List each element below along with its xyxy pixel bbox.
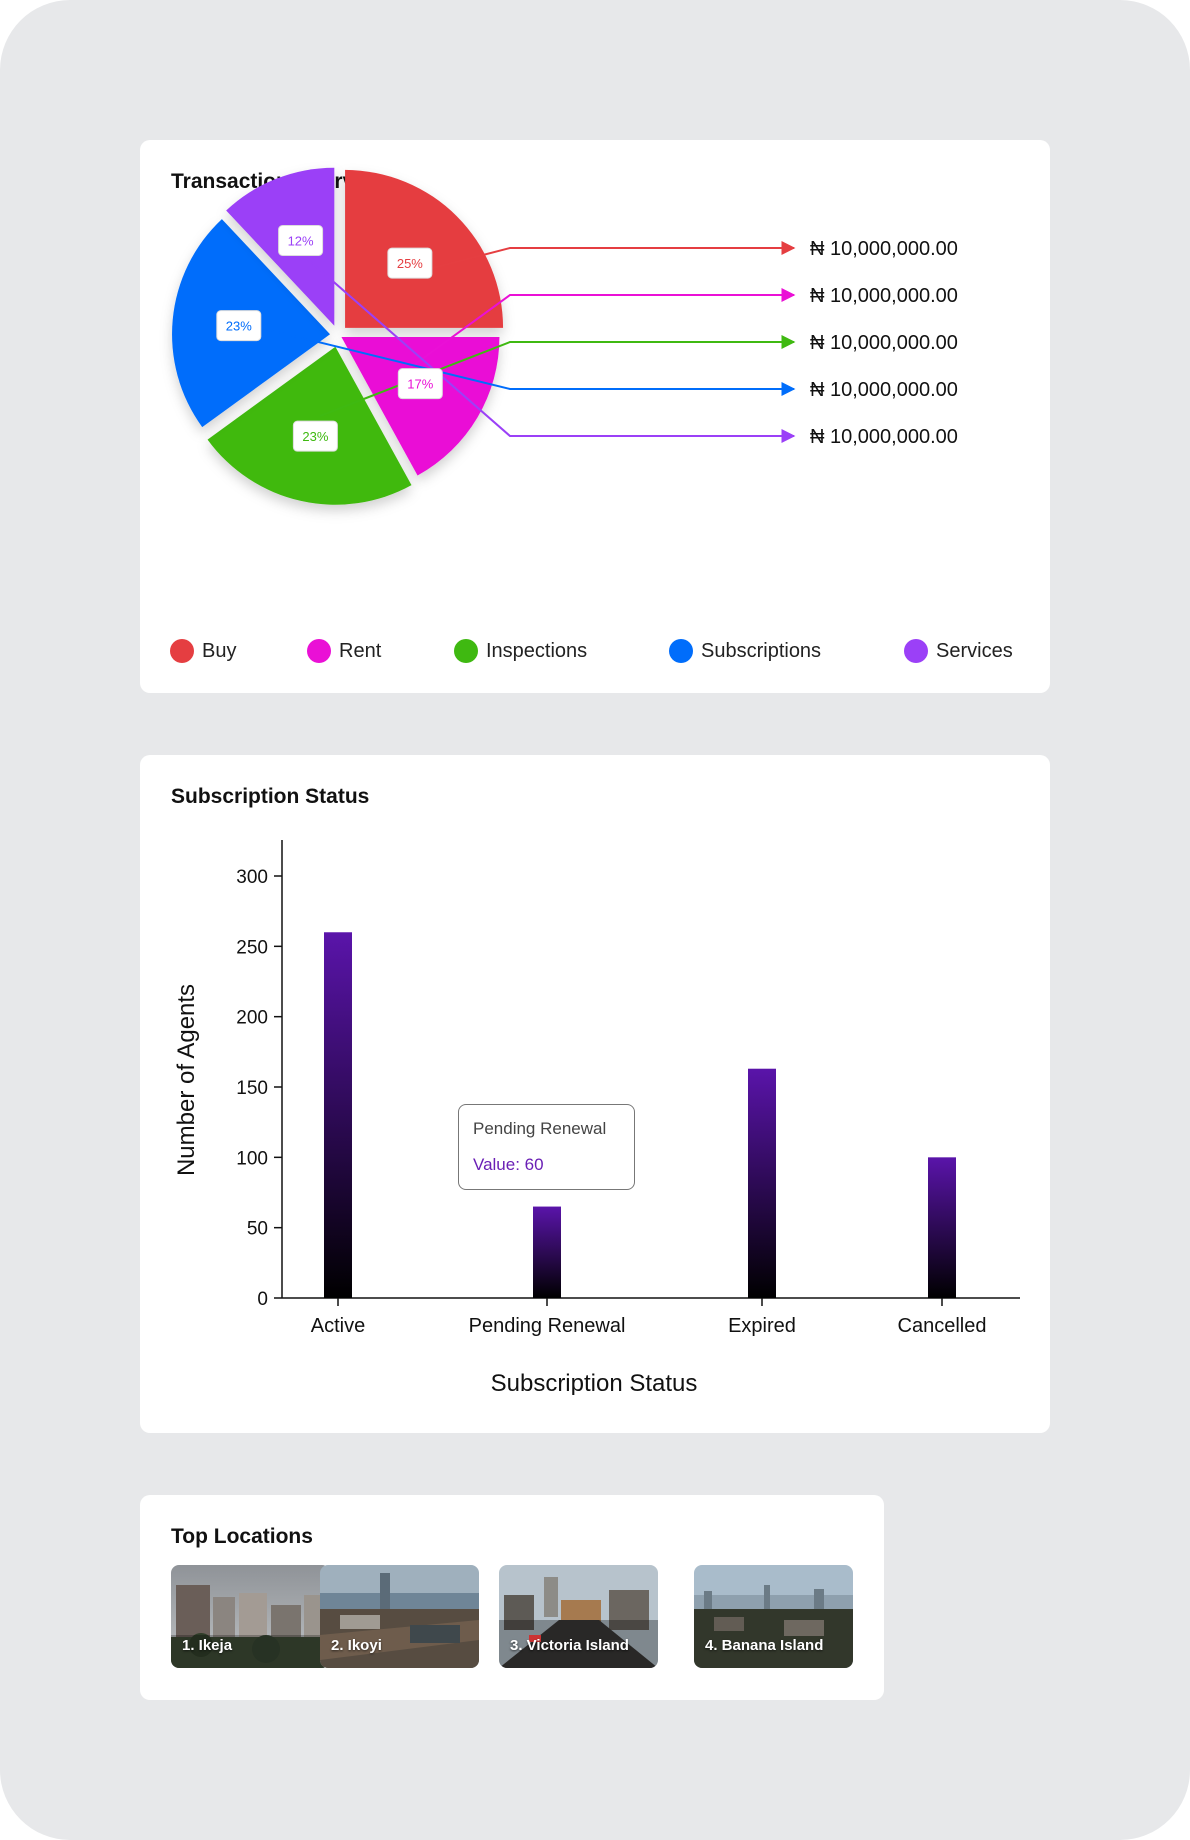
y-tick-label: 0 [257,1289,268,1310]
legend-label: Rent [339,639,382,662]
location-card-banana-island[interactable]: 4. Banana Island [694,1565,853,1668]
y-tick-label: 50 [247,1219,268,1240]
legend-item-buy[interactable]: Buy [170,636,236,666]
location-label: 1. Ikeja [182,1637,233,1654]
location-photo [171,1565,330,1668]
y-tick-label: 150 [236,1078,268,1099]
bar-expired[interactable] [748,1068,776,1298]
legend-item-inspections[interactable]: Inspections [454,636,587,666]
location-label: 3. Victoria Island [510,1637,629,1654]
location-photo [499,1565,658,1668]
svg-text:12%: 12% [288,233,314,248]
y-tick-label: 100 [236,1148,268,1169]
bar-active[interactable] [324,932,352,1298]
x-tick-label: Pending Renewal [469,1315,626,1337]
pie-leader-arrow [402,288,796,375]
svg-text:23%: 23% [226,319,252,334]
location-label: 4. Banana Island [705,1637,824,1654]
pie-leader-arrow [319,335,796,418]
legend-swatch [904,639,928,663]
x-axis-title: Subscription Status [491,1370,698,1395]
legend-swatch [307,639,331,663]
transaction-overview-card: Transaction Overview 25% 17% 23% 23% 12% ₦ 1… [140,140,1050,693]
bar-chart: 0 50 100 150 200 250 300 Active Pending Renewal E… [173,840,1020,1395]
pie-amount-label: ₦ 10,000,000.00 [810,379,958,401]
svg-text:23%: 23% [302,429,328,444]
pie-leader-arrow [307,258,796,443]
legend-label: Inspections [486,639,588,662]
location-card-ikoyi[interactable]: 2. Ikoyi [320,1565,479,1668]
pie-amount-label: ₦ 10,000,000.00 [810,332,958,354]
chart-tooltip: Pending Renewal Value: 60 [458,1104,635,1190]
svg-text:17%: 17% [407,377,433,392]
pie-leader-arrow [395,241,796,279]
tooltip-value: Value: 60 [473,1155,544,1174]
location-card-victoria-island[interactable]: 3. Victoria Island [499,1565,658,1668]
svg-text:25%: 25% [397,256,423,271]
x-tick-label: Active [311,1315,365,1337]
y-tick-label: 200 [236,1008,268,1029]
pie-amount-label: ₦ 10,000,000.00 [810,238,958,260]
location-photo [320,1565,479,1668]
legend-item-subscriptions[interactable]: Subscriptions [669,636,821,666]
y-tick-label: 300 [236,867,268,888]
subscription-status-card: Subscription Status 0 50 100 150 200 250 300 Ac… [140,755,1050,1433]
pie-amount-label: ₦ 10,000,000.00 [810,285,958,307]
legend-label: Buy [202,639,237,662]
bar-pending-renewal[interactable] [533,1206,561,1298]
top-locations-title: Top Locations [171,1525,313,1548]
bar-cancelled[interactable] [928,1157,956,1298]
pie-slice-label: 25% [387,247,433,279]
location-label: 2. Ikoyi [331,1637,382,1654]
x-tick-label: Expired [728,1315,796,1337]
location-card-ikeja[interactable]: 1. Ikeja [171,1565,330,1668]
legend-label: Services [936,639,1013,662]
subscription-status-title: Subscription Status [171,785,370,808]
pie-slice-label: 23% [292,420,338,452]
pie-leader-arrow [259,326,796,396]
legend-item-services[interactable]: Services [904,636,1013,666]
legend-item-rent[interactable]: Rent [307,636,381,666]
top-locations-card: Top Locations 1. Ikeja [140,1495,884,1700]
pie-legend: Buy Rent Inspections Subscriptions Services [170,636,1020,666]
pie-slice-label: 12% [278,224,324,256]
y-axis-title: Number of Agents [173,984,200,1176]
pie-slice-label: 23% [216,310,262,342]
y-tick-label: 250 [236,937,268,958]
legend-swatch [170,639,194,663]
pie-slice-rent[interactable] [341,337,500,476]
pie-chart: 25% 17% 23% 23% 12% ₦ 10,000,000.00 ₦ 10,000,… [172,167,958,505]
pie-amount-label: ₦ 10,000,000.00 [810,426,958,448]
legend-swatch [454,639,478,663]
tooltip-category: Pending Renewal [473,1119,607,1138]
legend-swatch [669,639,693,663]
location-photo [694,1565,853,1668]
x-tick-label: Cancelled [898,1315,987,1337]
pie-slice-label: 17% [397,368,443,400]
legend-label: Subscriptions [701,639,822,662]
